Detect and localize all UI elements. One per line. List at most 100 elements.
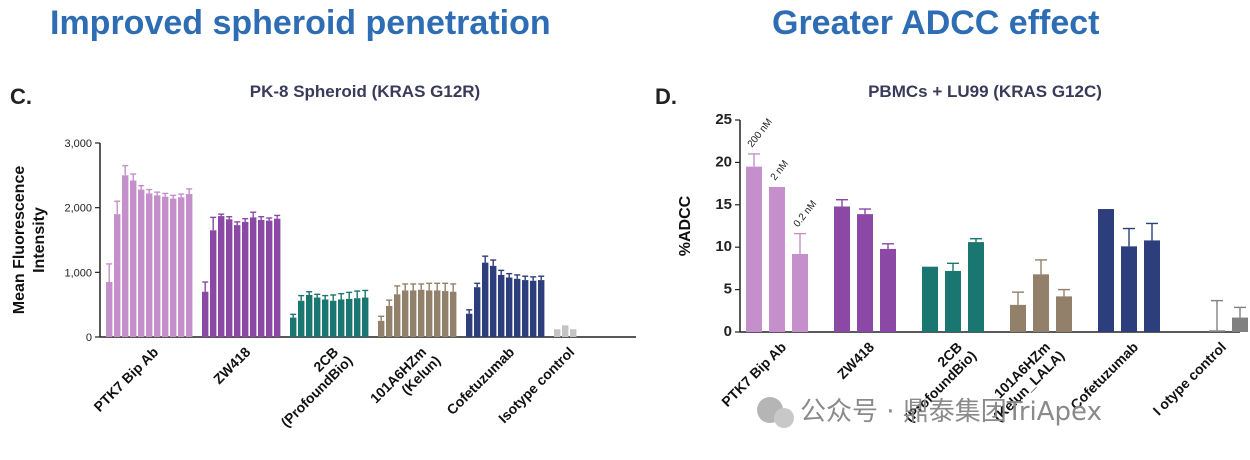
bar bbox=[1121, 246, 1137, 332]
bar bbox=[1033, 274, 1049, 332]
bar bbox=[792, 253, 808, 332]
category-label-line: ZW418 bbox=[834, 339, 877, 382]
bar bbox=[538, 280, 545, 337]
category-label: ZW418 bbox=[210, 344, 253, 387]
bar bbox=[522, 280, 529, 337]
bar bbox=[968, 242, 984, 332]
category-label-line: ZW418 bbox=[210, 344, 253, 387]
category-label: PTK7 Bip Ab bbox=[718, 339, 789, 410]
bar bbox=[450, 291, 457, 337]
bar bbox=[186, 194, 193, 337]
bar bbox=[1209, 330, 1225, 332]
bar bbox=[290, 317, 297, 337]
concentration-annotation: 0.2 nM bbox=[792, 199, 819, 230]
bar bbox=[226, 219, 233, 337]
y-tick-label: 25 bbox=[715, 111, 732, 128]
bar bbox=[170, 198, 177, 337]
bar bbox=[266, 220, 273, 337]
bar bbox=[386, 305, 393, 337]
bar bbox=[346, 298, 353, 337]
bar bbox=[1010, 304, 1026, 332]
y-axis-label: %ADCC bbox=[677, 195, 694, 256]
bar bbox=[562, 325, 569, 337]
y-tick-label: 1,000 bbox=[64, 267, 92, 279]
bar bbox=[130, 180, 137, 337]
y-axis-label: Intensity bbox=[31, 207, 48, 273]
bar bbox=[418, 289, 425, 337]
bar bbox=[1232, 317, 1248, 332]
bar bbox=[322, 299, 329, 337]
concentration-annotation: 200 nM bbox=[746, 117, 775, 150]
bar bbox=[746, 166, 762, 332]
category-label: 2CB(ProfoundBio) bbox=[266, 341, 355, 430]
category-label: I otype control bbox=[1150, 339, 1230, 419]
category-label: 101A6HZm(Kelun) bbox=[367, 341, 444, 418]
category-label-line: PTK7 Bip Ab bbox=[718, 339, 789, 410]
y-tick-label: 2,000 bbox=[64, 203, 92, 215]
right-headline: Greater ADCC effect bbox=[772, 4, 1100, 42]
bar bbox=[498, 274, 505, 337]
bar bbox=[306, 294, 313, 337]
bar bbox=[1056, 296, 1072, 332]
bar bbox=[242, 221, 249, 337]
bar bbox=[426, 290, 433, 337]
bar bbox=[442, 291, 449, 337]
bar bbox=[506, 277, 513, 337]
bar bbox=[378, 320, 385, 337]
y-axis-label: Mean Fluorescence bbox=[11, 166, 28, 315]
bar bbox=[114, 214, 121, 337]
chart-title: PBMCs + LU99 (KRAS G12C) bbox=[868, 82, 1102, 101]
bar bbox=[258, 219, 265, 337]
bar bbox=[1144, 240, 1160, 332]
bar bbox=[250, 217, 257, 337]
category-label: ZW418 bbox=[834, 339, 877, 382]
bar bbox=[410, 290, 417, 337]
bar bbox=[466, 313, 473, 337]
bar bbox=[514, 278, 521, 337]
bar bbox=[834, 206, 850, 332]
bar bbox=[298, 300, 305, 337]
bar bbox=[218, 216, 225, 337]
y-tick-label: 0 bbox=[86, 332, 92, 344]
category-label-line: I otype control bbox=[1150, 339, 1230, 419]
bar bbox=[880, 248, 896, 332]
panel-letter: D. bbox=[655, 84, 677, 109]
bar bbox=[234, 225, 241, 337]
bar bbox=[857, 214, 873, 332]
bar bbox=[570, 329, 577, 337]
bar bbox=[354, 298, 361, 337]
watermark: 公众号 · 鼎泰集团TriApex bbox=[757, 397, 1102, 428]
bar bbox=[490, 265, 497, 337]
y-tick-label: 0 bbox=[724, 323, 732, 340]
bar bbox=[330, 300, 337, 337]
y-tick-label: 5 bbox=[724, 281, 732, 298]
bar bbox=[1098, 209, 1114, 332]
y-tick-label: 10 bbox=[715, 238, 732, 255]
bar bbox=[434, 290, 441, 337]
y-tick-label: 15 bbox=[715, 196, 732, 213]
bar bbox=[162, 196, 169, 337]
chart-d: D. PBMCs + LU99 (KRAS G12C) 0 5 10 15 20 25 %ADC… bbox=[655, 82, 1248, 425]
chart-title: PK-8 Spheroid (KRAS G12R) bbox=[250, 82, 480, 101]
bar bbox=[474, 287, 481, 337]
bar bbox=[106, 282, 113, 337]
y-tick-label: 3,000 bbox=[64, 138, 92, 150]
bar bbox=[146, 193, 153, 337]
bar bbox=[945, 270, 961, 332]
watermark-text: 公众号 · 鼎泰集团TriApex bbox=[800, 397, 1102, 427]
bar bbox=[402, 290, 409, 337]
bar bbox=[138, 189, 145, 337]
bar bbox=[922, 266, 938, 332]
wechat-logo-icon-small bbox=[774, 408, 794, 428]
bar bbox=[554, 329, 561, 337]
bar bbox=[122, 175, 129, 337]
bar bbox=[530, 280, 537, 337]
bar bbox=[769, 186, 785, 332]
bar bbox=[314, 297, 321, 337]
y-tick-label: 20 bbox=[715, 153, 732, 170]
bar bbox=[394, 294, 401, 337]
bar bbox=[274, 218, 281, 337]
left-headline: Improved spheroid penetration bbox=[50, 4, 551, 42]
concentration-annotation: 2 nM bbox=[769, 159, 791, 183]
